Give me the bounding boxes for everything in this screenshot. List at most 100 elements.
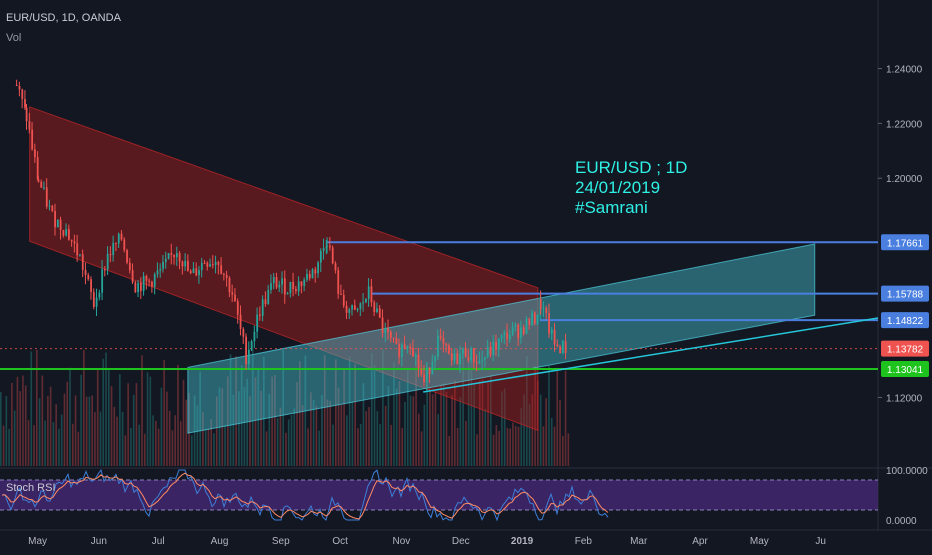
volume-bar [514,425,517,466]
candle-body [351,305,353,310]
candle-body [245,336,248,365]
candle-body [345,305,348,313]
volume-bar [440,384,442,466]
stoch-rsi-d-line [1,472,609,520]
volume-bar [174,415,177,466]
volume-bar [329,400,332,466]
annotation-line-3: #Samrani [575,198,648,217]
volume-bar [556,367,559,466]
volume-label: Vol [6,32,22,44]
candle-body [206,262,209,267]
volume-bar [539,394,542,466]
candle-body [353,305,356,310]
volume-bar [107,368,110,466]
y-tick-label-0: 1.24000 [886,65,923,76]
candle-body [337,270,340,294]
candle-body [59,219,62,231]
candle-body [128,262,131,271]
volume-bar [33,425,35,466]
volume-bar [315,406,318,466]
volume-bar [240,365,243,466]
candle-body [40,181,43,188]
volume-bar [301,405,304,466]
candle-body [267,289,270,305]
candle-body [24,99,26,108]
volume-bar [406,368,409,466]
volume-bar [550,417,553,466]
volume-bar [182,379,185,466]
candle-body [506,332,509,340]
candle-body [209,264,212,267]
candle-body [48,205,51,207]
volume-bar [213,433,215,466]
candle-body [250,341,253,350]
candle-body [522,327,525,334]
candle-body [403,344,406,349]
candle-body [370,286,373,303]
volume-bar [157,428,160,466]
volume-bar [481,379,484,466]
volume-bar [121,411,124,466]
candle-body [272,277,275,284]
volume-bar [58,428,60,466]
candle-body [275,277,278,288]
x-tick-label-5: Oct [332,536,348,547]
stoch-rsi-scale-0: 100.0000 [886,466,928,477]
volume-bar [8,428,10,466]
candle-body [492,341,495,356]
volume-bar [387,385,390,466]
volume-bar [163,360,165,466]
candle-body [434,356,437,362]
candle-body [170,253,173,255]
volume-bar [506,427,509,466]
volume-bar [473,384,476,466]
candle-body [398,343,401,357]
annotation-line-1: EUR/USD ; 1D [575,158,688,177]
candle-body [43,187,45,189]
volume-bar [437,414,440,466]
volume-bar [63,393,66,466]
candle-body [467,356,470,361]
volume-bar [559,400,561,466]
candle-body [123,239,126,251]
candle-body [297,281,300,292]
volume-bar [177,364,179,466]
volume-bar [232,394,235,466]
candle-body [234,294,236,302]
volume-bar [215,396,218,466]
candle-body [489,346,492,356]
candle-body [175,253,178,258]
candle-body [223,273,225,275]
volume-bar [456,428,459,466]
volume-bar [204,429,207,466]
candle-body [256,314,259,332]
candle-body [283,278,286,295]
candle-body [514,324,517,327]
candle-body [545,308,548,314]
candle-body [511,326,514,335]
candle-body [92,292,95,307]
x-tick-label-1: Jun [91,536,107,547]
candle-body [76,243,79,256]
volume-bar [35,349,38,466]
candle-body [456,353,459,365]
volume-bar [534,365,536,466]
candle-body [319,250,322,263]
candle-body [342,294,345,306]
candle-body [348,309,351,313]
candle-body [25,107,28,122]
candle-body [217,262,220,266]
candle-body [406,346,409,349]
candle-body [159,268,162,271]
candle-body [442,338,445,344]
volume-bar [19,391,21,466]
x-tick-label-3: Aug [211,536,229,547]
volume-bar [44,420,46,466]
volume-bar [5,396,8,466]
candle-body [550,329,553,334]
candle-body [211,264,214,266]
candle-body [242,328,245,337]
candle-body [340,293,342,295]
candle-body [181,261,184,267]
